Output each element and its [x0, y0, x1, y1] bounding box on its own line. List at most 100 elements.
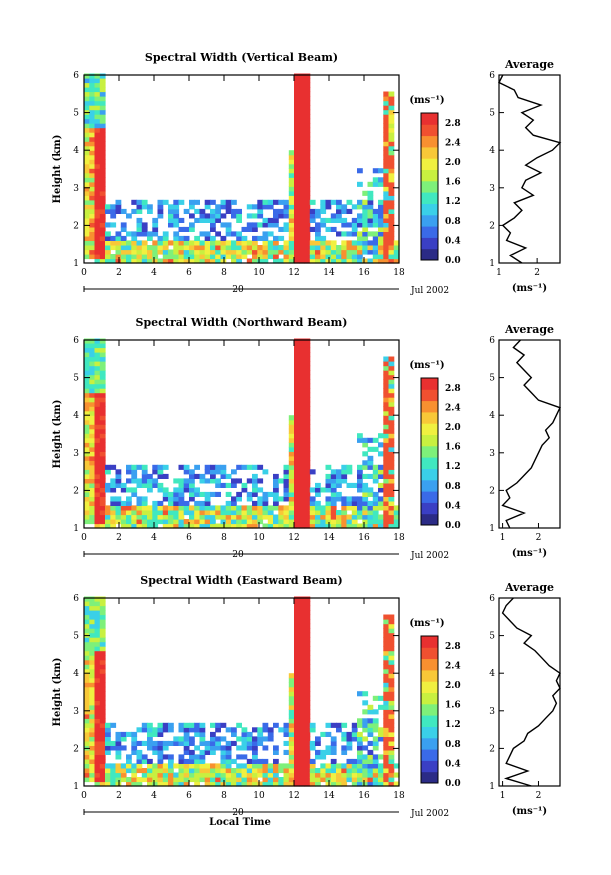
heatmap-cell — [178, 727, 185, 733]
heatmap-cell — [183, 736, 190, 742]
heatmap-cell — [246, 740, 253, 746]
heatmap-cell — [183, 777, 190, 783]
heatmap-cell — [372, 222, 379, 228]
heatmap-cell — [299, 695, 306, 701]
heatmap-cell — [141, 204, 148, 210]
heatmap-cell — [309, 217, 316, 223]
heatmap-cell — [346, 482, 353, 488]
heatmap-cell — [152, 469, 159, 475]
heatmap-cell — [99, 127, 106, 133]
heatmap-cell — [84, 78, 90, 84]
heatmap-cell — [325, 768, 332, 774]
heatmap-cell — [94, 374, 101, 380]
heatmap-cell — [194, 754, 200, 760]
heatmap-cell — [388, 442, 395, 448]
heatmap-cell — [199, 500, 206, 506]
heatmap-cell — [325, 482, 332, 488]
heatmap-cell — [94, 740, 101, 746]
heatmap-cell — [94, 514, 101, 520]
heatmap-cell — [383, 664, 390, 670]
heatmap-cell — [94, 109, 101, 115]
heatmap-cell — [241, 487, 248, 493]
heatmap-cell — [388, 109, 395, 115]
heatmap-cell — [99, 637, 106, 643]
heatmap-cell — [152, 514, 159, 520]
heatmap-cell — [283, 781, 290, 787]
heatmap-cell — [89, 150, 96, 156]
heatmap-cell — [183, 235, 190, 241]
heatmap-cell — [173, 217, 180, 223]
heatmap-cell — [162, 249, 169, 255]
heatmap-cell — [288, 781, 295, 787]
heatmap-cell — [383, 628, 390, 634]
heatmap-cell — [346, 199, 353, 205]
colorbar-swatch — [421, 192, 438, 204]
heatmap-cell — [388, 691, 395, 697]
heatmap-cell — [383, 754, 390, 760]
heatmap-cell — [162, 777, 169, 783]
heatmap-cell — [309, 772, 316, 778]
heatmap-cell — [89, 646, 96, 652]
heatmap-cell — [110, 464, 117, 470]
heatmap-cell — [99, 168, 106, 174]
heatmap-cell — [294, 632, 300, 638]
heatmap-cell — [220, 749, 227, 755]
average-x-label: (ms⁻¹) — [512, 548, 547, 559]
heatmap-cell — [162, 240, 169, 246]
heatmap-cell — [383, 419, 390, 425]
heatmap-cell — [283, 768, 290, 774]
heatmap-cell — [105, 740, 111, 746]
heatmap-cell — [105, 204, 111, 210]
heatmap-cell — [115, 482, 122, 488]
heatmap-cell — [99, 338, 106, 344]
heatmap-cell — [315, 510, 321, 516]
date-month-label: Jul 2002 — [410, 809, 449, 819]
heatmap-cell — [178, 478, 185, 484]
heatmap-cell — [309, 500, 316, 506]
heatmap-cell — [94, 777, 101, 783]
heatmap-cell — [378, 514, 384, 520]
heatmap-cell — [304, 213, 311, 219]
heatmap-cell — [299, 235, 306, 241]
heatmap-cell — [320, 235, 327, 241]
heatmap-cell — [388, 623, 395, 629]
heatmap-cell — [99, 343, 106, 349]
heatmap-cell — [299, 519, 306, 525]
heatmap-cell — [99, 718, 106, 724]
heatmap-cell — [367, 500, 374, 506]
heatmap-cell — [262, 491, 269, 497]
heatmap-cell — [378, 245, 384, 251]
heatmap-cell — [94, 749, 101, 755]
heatmap-cell — [94, 623, 101, 629]
heatmap-cell — [372, 437, 379, 443]
heatmap-cell — [330, 758, 337, 764]
heatmap-cell — [152, 745, 159, 751]
heatmap-cell — [173, 491, 180, 497]
heatmap-cell — [341, 500, 348, 506]
heatmap-cell — [393, 519, 400, 525]
heatmap-cell — [225, 514, 232, 520]
heatmap-cell — [94, 159, 101, 165]
heatmap-cell — [294, 523, 300, 529]
heatmap-cell — [388, 240, 395, 246]
heatmap-cell — [383, 686, 390, 692]
heatmap-cell — [304, 397, 311, 403]
heatmap-cell — [84, 114, 90, 120]
heatmap-cell — [105, 749, 111, 755]
heatmap-cell — [288, 700, 295, 706]
heatmap-cell — [278, 768, 285, 774]
heatmap-cell — [157, 722, 164, 728]
heatmap-cell — [304, 226, 311, 232]
heatmap-cell — [267, 514, 274, 520]
heatmap-cell — [288, 231, 295, 237]
heatmap-cell — [299, 114, 306, 120]
heatmap-cell — [262, 768, 269, 774]
heatmap-cell — [115, 519, 122, 525]
heatmap-cell — [252, 482, 258, 488]
heatmap-cell — [294, 213, 300, 219]
heatmap-cell — [294, 469, 300, 475]
heatmap-cell — [309, 510, 316, 516]
heatmap-cell — [304, 338, 311, 344]
heatmap-cell — [388, 123, 395, 129]
heatmap-cell — [315, 514, 321, 520]
